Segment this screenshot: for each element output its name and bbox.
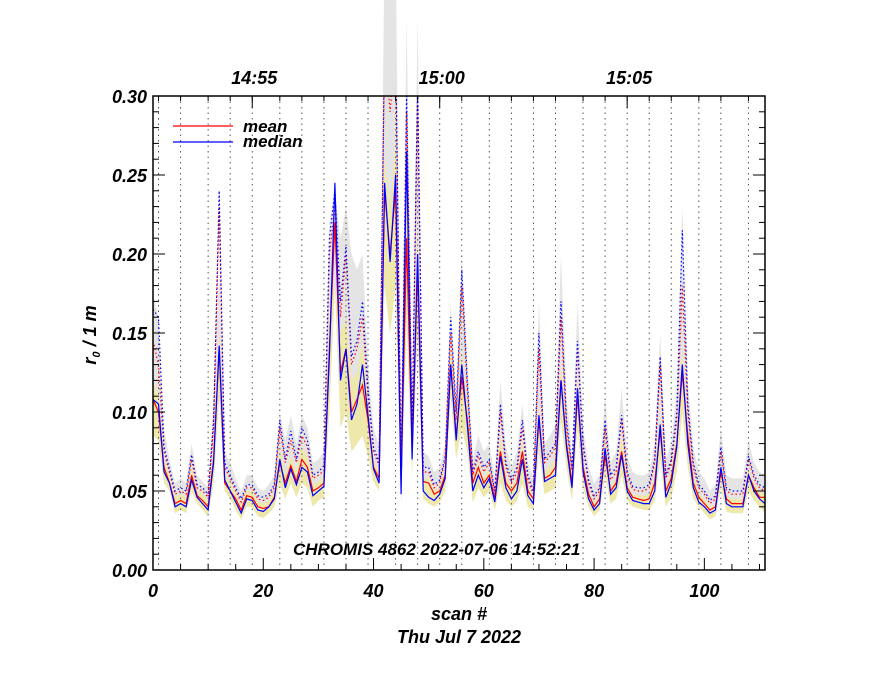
time-tick-label: 15:00 bbox=[419, 68, 465, 88]
x-tick-label: 40 bbox=[363, 581, 384, 601]
y-tick-label: 0.20 bbox=[112, 245, 147, 265]
x-tick-label: 0 bbox=[148, 581, 158, 601]
y-tick-label: 0.25 bbox=[112, 166, 148, 186]
data-series bbox=[153, 96, 765, 515]
time-gridlines bbox=[158, 96, 749, 570]
time-tick-label: 14:55 bbox=[231, 68, 278, 88]
y-axis-label-suffix: / 1 m bbox=[80, 305, 100, 351]
time-tick-label: 15:05 bbox=[606, 68, 653, 88]
y-tick-label: 0.30 bbox=[112, 87, 147, 107]
legend: mean median bbox=[173, 117, 303, 151]
x-tick-label: 20 bbox=[252, 581, 273, 601]
x-tick-label: 100 bbox=[689, 581, 719, 601]
series-line-median bbox=[153, 151, 765, 515]
date-label: Thu Jul 7 2022 bbox=[397, 627, 521, 647]
y-tick-label: 0.05 bbox=[112, 482, 148, 502]
y-axis-label: r0 / 1 m bbox=[80, 305, 103, 364]
legend-median-label: median bbox=[243, 132, 303, 151]
legend-mean-label: mean bbox=[243, 117, 287, 136]
svg-text:r0 / 1 m: r0 / 1 m bbox=[80, 305, 103, 364]
x-tick-label: 60 bbox=[474, 581, 494, 601]
y-tick-label: 0.00 bbox=[112, 561, 147, 581]
chart-annotation: CHROMIS 4862 2022-07-06 14:52:21 bbox=[293, 540, 580, 559]
axes: 0.00 0.05 0.10 0.15 0.20 0.25 0.30 0 20 40 60 80 100… bbox=[112, 68, 765, 601]
y-tick-label: 0.10 bbox=[112, 403, 147, 423]
x-axis-label: scan # bbox=[431, 604, 487, 624]
y-axis-label-r: r bbox=[80, 357, 100, 365]
y-axis-label-subscript: 0 bbox=[91, 351, 103, 358]
uncertainty-bands bbox=[153, 0, 765, 520]
x-tick-label: 80 bbox=[584, 581, 604, 601]
y-tick-label: 0.15 bbox=[112, 324, 148, 344]
